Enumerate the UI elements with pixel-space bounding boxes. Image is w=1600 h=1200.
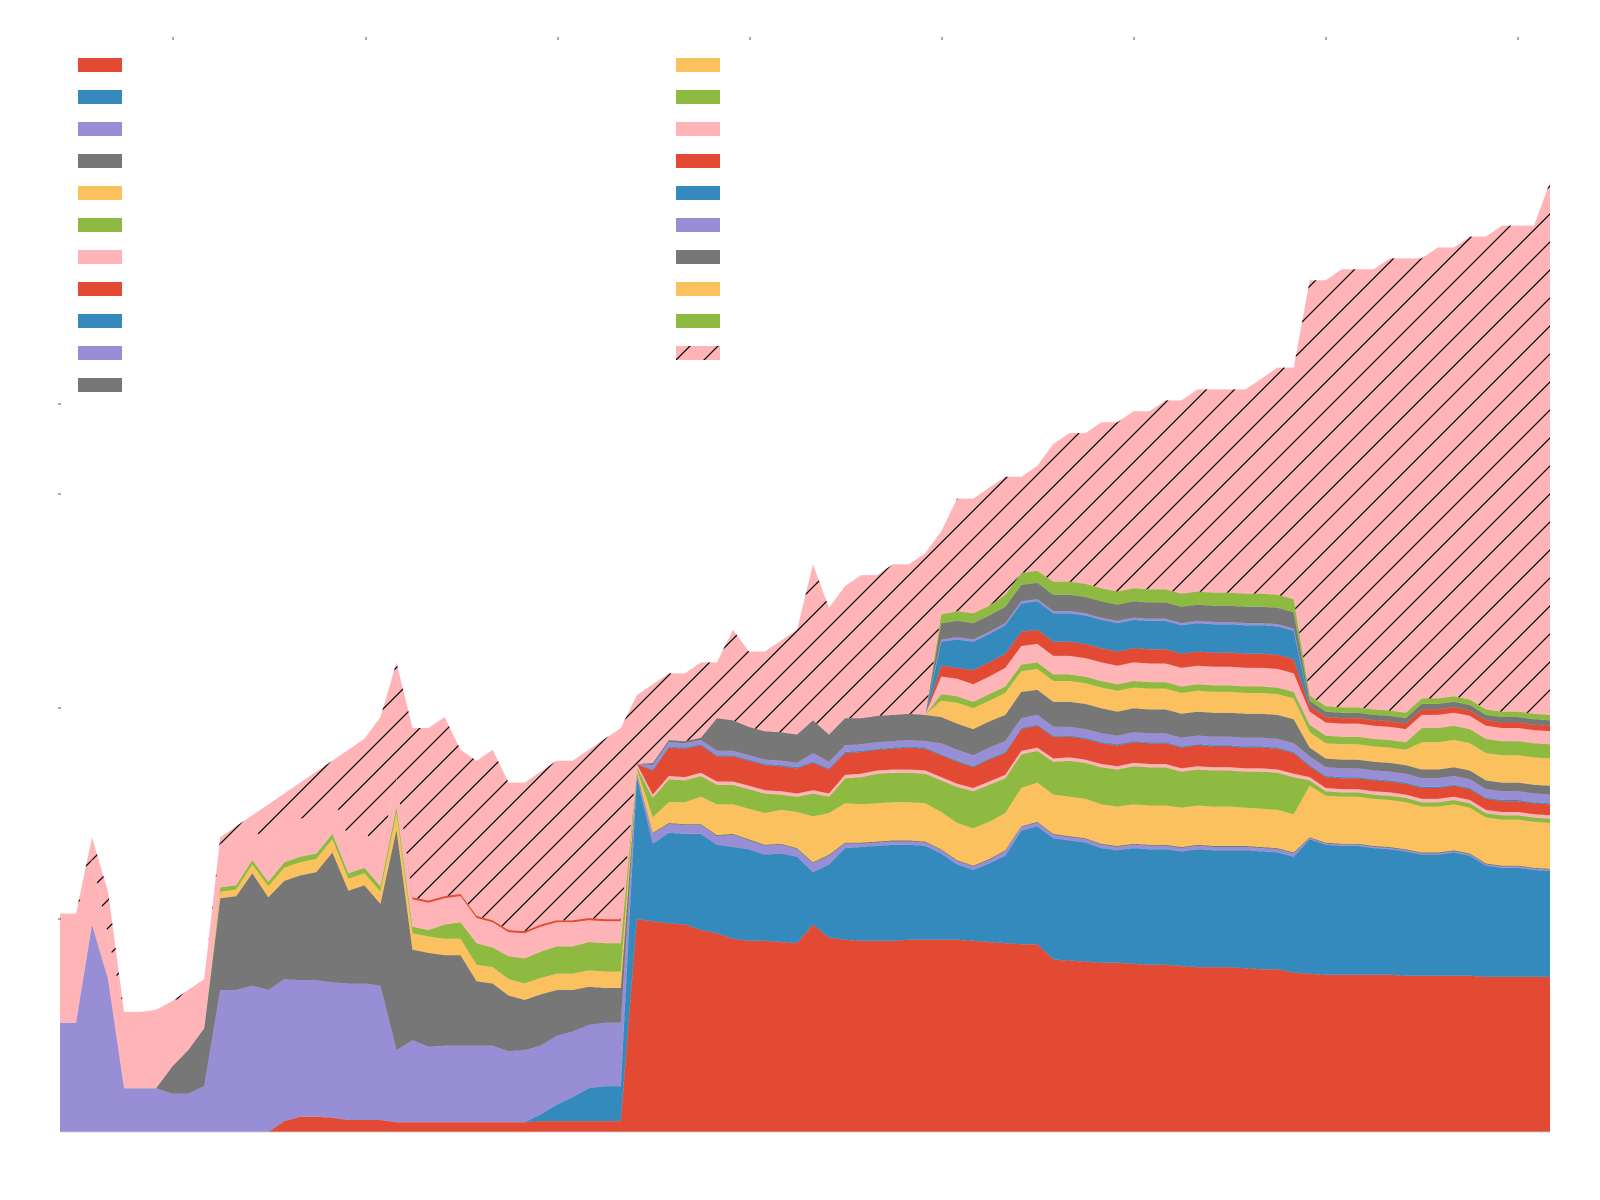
legend-swatch-1 [78, 58, 122, 72]
legend-swatch-20 [676, 314, 720, 328]
legend-swatch-18 [676, 250, 720, 264]
area-series-3 [60, 774, 1550, 1132]
area-layers [60, 182, 1550, 1132]
area-series-21 [60, 182, 1550, 1012]
legend-swatch-9 [78, 314, 122, 328]
legend-swatch-5 [78, 186, 122, 200]
legend-swatch-2 [78, 90, 122, 104]
legend-swatch-16 [676, 186, 720, 200]
legend-swatch-4 [78, 154, 122, 168]
legend-swatch-10 [78, 346, 122, 360]
area-series-5 [60, 769, 1550, 1089]
legend-swatch-14 [676, 122, 720, 136]
legend-swatch-12 [676, 58, 720, 72]
legend-swatch-21 [676, 346, 720, 360]
legend-swatch-11 [78, 378, 122, 392]
legend-swatch-7 [78, 250, 122, 264]
legend-swatch-8 [78, 282, 122, 296]
legend [78, 58, 720, 392]
legend-swatch-19 [676, 282, 720, 296]
legend-swatch-13 [676, 90, 720, 104]
area-series-2 [60, 777, 1550, 1132]
legend-swatch-6 [78, 218, 122, 232]
legend-swatch-17 [676, 218, 720, 232]
area-series-11 [60, 689, 1550, 1012]
legend-swatch-15 [676, 154, 720, 168]
area-series-1 [60, 919, 1550, 1132]
area-series-8 [60, 725, 1550, 1012]
axis-ticks [58, 37, 1550, 1133]
area-series-4 [60, 772, 1550, 1094]
legend-swatch-3 [78, 122, 122, 136]
